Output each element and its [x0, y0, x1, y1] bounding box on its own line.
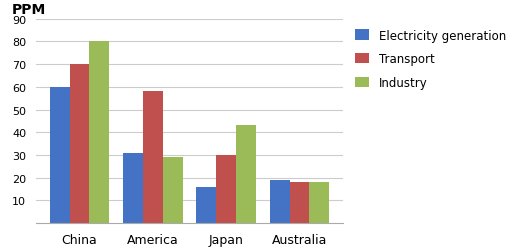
Bar [309, 182, 329, 223]
Bar [143, 92, 163, 223]
Bar [123, 153, 143, 223]
Bar [290, 182, 309, 223]
Bar [197, 187, 216, 223]
Bar [70, 65, 90, 223]
Bar [236, 126, 256, 223]
Legend: Electricity generation, Transport, Industry: Electricity generation, Transport, Indus… [355, 30, 506, 90]
Bar [50, 88, 70, 223]
Bar [216, 155, 236, 223]
Text: PPM: PPM [11, 3, 46, 17]
Bar [163, 158, 183, 223]
Bar [90, 42, 109, 223]
Bar [270, 180, 290, 223]
